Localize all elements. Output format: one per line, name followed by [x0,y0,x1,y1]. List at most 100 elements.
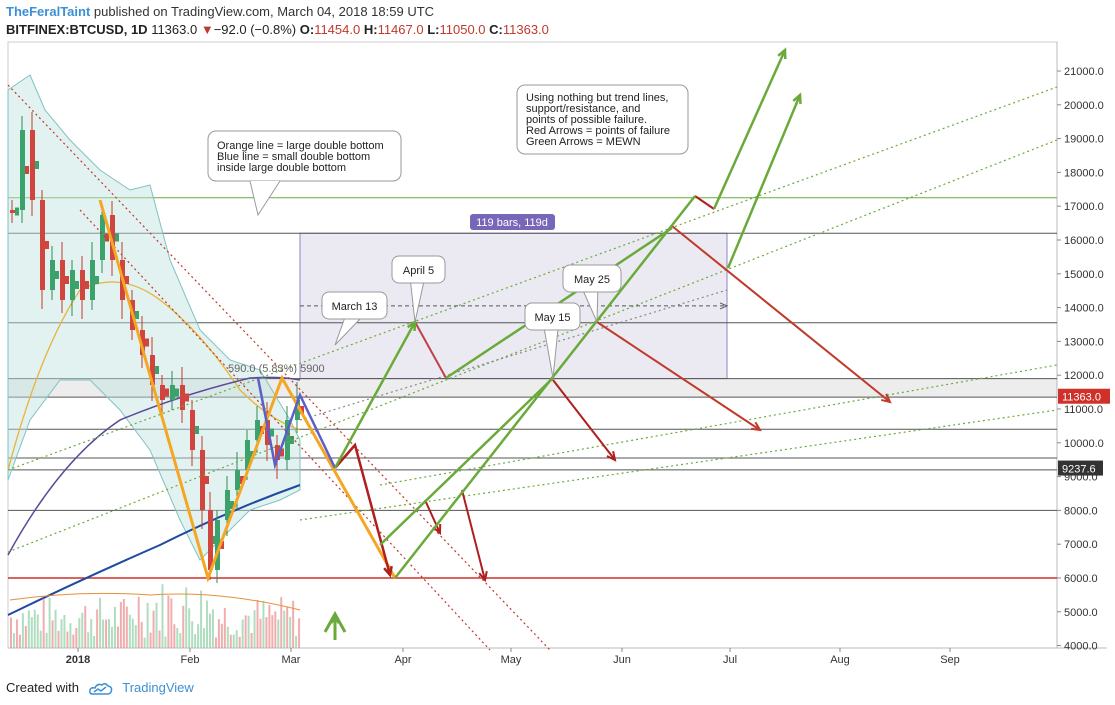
candle-body [55,271,59,279]
failure-arrow-head [881,393,892,404]
volume-bar [33,609,36,648]
volume-bar [188,608,191,648]
candle-body [70,270,75,300]
ma-blue [7,484,301,616]
volume-bar [238,636,241,648]
open-label: O: [299,22,315,37]
note-text: Red Arrows = points of failure [526,125,670,137]
failure-arrow [596,321,761,431]
volume-bar [214,637,217,648]
volume-bar [179,633,182,648]
symbol-label: BITFINEX:BTCUSD, 1D [6,22,148,37]
y-tick-label: 15000.0 [1064,269,1104,281]
volume-bar [283,610,286,648]
note-pointer [249,180,281,217]
failure-arrow [552,379,616,461]
tradingview-cloud-icon [88,682,112,695]
last-price: 11363.0 [151,22,198,37]
candle-body [300,406,304,414]
x-tick-label: Aug [830,654,850,666]
note-text: Using nothing but trend lines, [526,92,668,104]
created-with-label: Created with [6,680,79,695]
range-label: 119 bars, 119d [476,217,548,229]
volume-bar [268,604,271,648]
candle-body [110,215,115,260]
candle-body [140,330,145,355]
candle-body [208,510,213,570]
candle-body [155,366,159,374]
volume-bar [51,620,54,648]
candle-body [65,276,69,284]
publish-info: published on TradingView.com, March 04, … [93,4,435,19]
volume-bar [152,610,155,648]
y-tick-label: 10000.0 [1064,438,1104,450]
volume-bar [15,619,18,648]
x-tick-label: Mar [282,654,301,666]
y-tick-label: 16000.0 [1064,235,1104,247]
range-chip [470,214,555,230]
publish-line: TheFeralTaint published on TradingView.c… [6,4,434,19]
y-tick-label: 19000.0 [1064,134,1104,146]
callout-march13-label: March 13 [332,301,378,313]
candle-body [90,260,95,300]
candle-body [195,426,199,434]
tradingview-link[interactable]: TradingView [122,680,194,695]
y-tick-label: 11000.0 [1064,404,1103,416]
volume-bar [128,614,131,648]
current-price-label: 11363.0 [1062,392,1101,404]
volume-bar [286,606,289,648]
volume-ma [9,592,301,611]
author-name[interactable]: TheFeralTaint [6,4,91,19]
volume-bar [63,615,66,648]
candle-body [115,233,119,242]
failure-arrow [461,489,486,581]
volume-bar [54,609,57,648]
candle-body [145,338,149,347]
y-tick-label: 5000.0 [1064,607,1098,619]
callout-april5 [391,255,446,284]
volume-bar [274,611,277,648]
candle-body [125,276,129,284]
volatility-band [7,74,301,561]
candle-body [285,420,290,460]
volume-bar [244,615,247,648]
ma-price-chip [1058,460,1103,476]
candle-body [15,207,19,216]
volume-bar [42,598,45,648]
low-label: L: [427,22,440,37]
volume-bar [167,595,170,648]
ma-price-label: 9237.6 [1062,464,1096,476]
candle-body [270,428,274,437]
callout-may15-label: May 15 [534,312,570,324]
volume-bar [140,621,143,648]
volume-bar [235,630,238,648]
price-change: −92.0 (−0.8%) [213,22,297,37]
note-text: Blue line = small double bottom [217,151,370,163]
volume-bar [208,613,211,648]
volume-bar [247,615,250,648]
volume-bar [200,590,203,648]
volume-bar [182,605,185,648]
ma-purple [7,376,301,556]
candle-body [25,166,29,174]
note-text: support/resistance, and [526,103,640,115]
volume-bar [217,619,220,648]
volume-bar [256,599,259,648]
volume-bar [72,634,75,648]
volume-bar [36,614,39,648]
x-tick-label: 2018 [66,654,90,666]
volume-bar [223,607,226,648]
x-tick-label: Sep [940,654,960,666]
y-tick-label: 20000.0 [1064,100,1104,112]
callout-may15-pointer [543,328,559,379]
mewn-arrow-head [777,47,787,60]
candle-body [280,448,284,457]
volume-bar [289,616,292,648]
candle-body [75,281,79,289]
failure-arrow [334,442,392,576]
failure-arrow [424,499,441,534]
candle-body [230,501,234,509]
failure-arrow [671,225,891,403]
volume-bar [18,634,21,648]
